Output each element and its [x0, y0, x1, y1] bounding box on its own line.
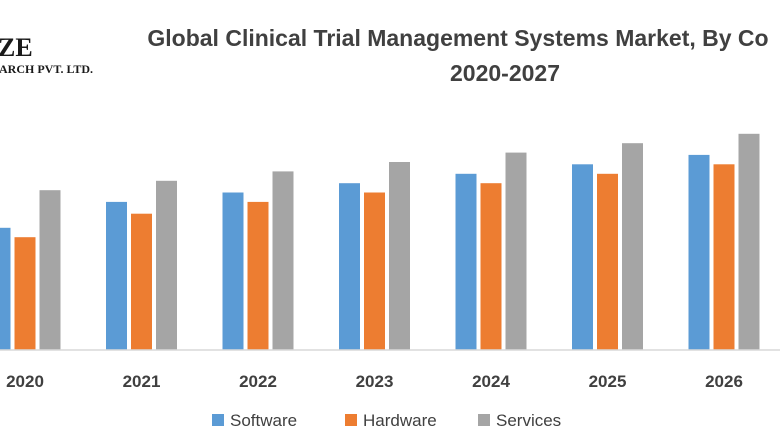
bar-services-2025 [622, 143, 643, 350]
logo-text-line2: ARCH PVT. LTD. [0, 62, 93, 76]
legend-label-services: Services [496, 411, 561, 430]
bar-software-2023 [339, 183, 360, 350]
bar-services-2022 [272, 171, 294, 350]
x-tick-label-2025: 2025 [589, 372, 627, 391]
x-tick-label-2021: 2021 [123, 372, 161, 391]
bar-hardware-2021 [131, 213, 152, 350]
bar-software-2024 [455, 173, 477, 351]
x-tick-label-2026: 2026 [705, 372, 743, 391]
bar-hardware-2023 [364, 192, 385, 350]
bar-services-2024 [505, 152, 527, 350]
x-tick-labels: 2020 2021 2022 2023 2024 2025 2026 [6, 372, 743, 391]
company-logo: ZE ARCH PVT. LTD. [0, 33, 93, 76]
legend-label-software: Software [230, 411, 297, 430]
bar-services-2026 [738, 133, 760, 350]
bar-hardware-2026 [713, 164, 735, 350]
bar-hardware-2020 [14, 237, 36, 350]
x-tick-label-2022: 2022 [239, 372, 277, 391]
legend-swatch-software [212, 414, 224, 426]
legend: Software Hardware Services [212, 411, 561, 430]
bar-hardware-2025 [597, 173, 618, 351]
bar-services-2020 [39, 190, 61, 350]
bar-software-2022 [222, 192, 244, 350]
bars-group [0, 133, 760, 351]
bar-services-2021 [156, 180, 177, 350]
x-tick-label-2023: 2023 [356, 372, 394, 391]
chart-subtitle: 2020-2027 [450, 60, 560, 86]
x-tick-label-2020: 2020 [6, 372, 44, 391]
bar-software-2026 [688, 154, 710, 350]
bar-software-2021 [106, 201, 127, 350]
bar-hardware-2024 [480, 183, 502, 350]
chart-title: Global Clinical Trial Management Systems… [147, 25, 768, 51]
x-tick-label-2024: 2024 [472, 372, 510, 391]
legend-swatch-services [478, 414, 490, 426]
bar-services-2023 [389, 162, 410, 350]
bar-software-2025 [572, 164, 593, 350]
bar-software-2020 [0, 227, 11, 350]
logo-text-line1: ZE [0, 33, 33, 62]
legend-swatch-hardware [345, 414, 357, 426]
legend-label-hardware: Hardware [363, 411, 437, 430]
bar-hardware-2022 [247, 201, 269, 350]
